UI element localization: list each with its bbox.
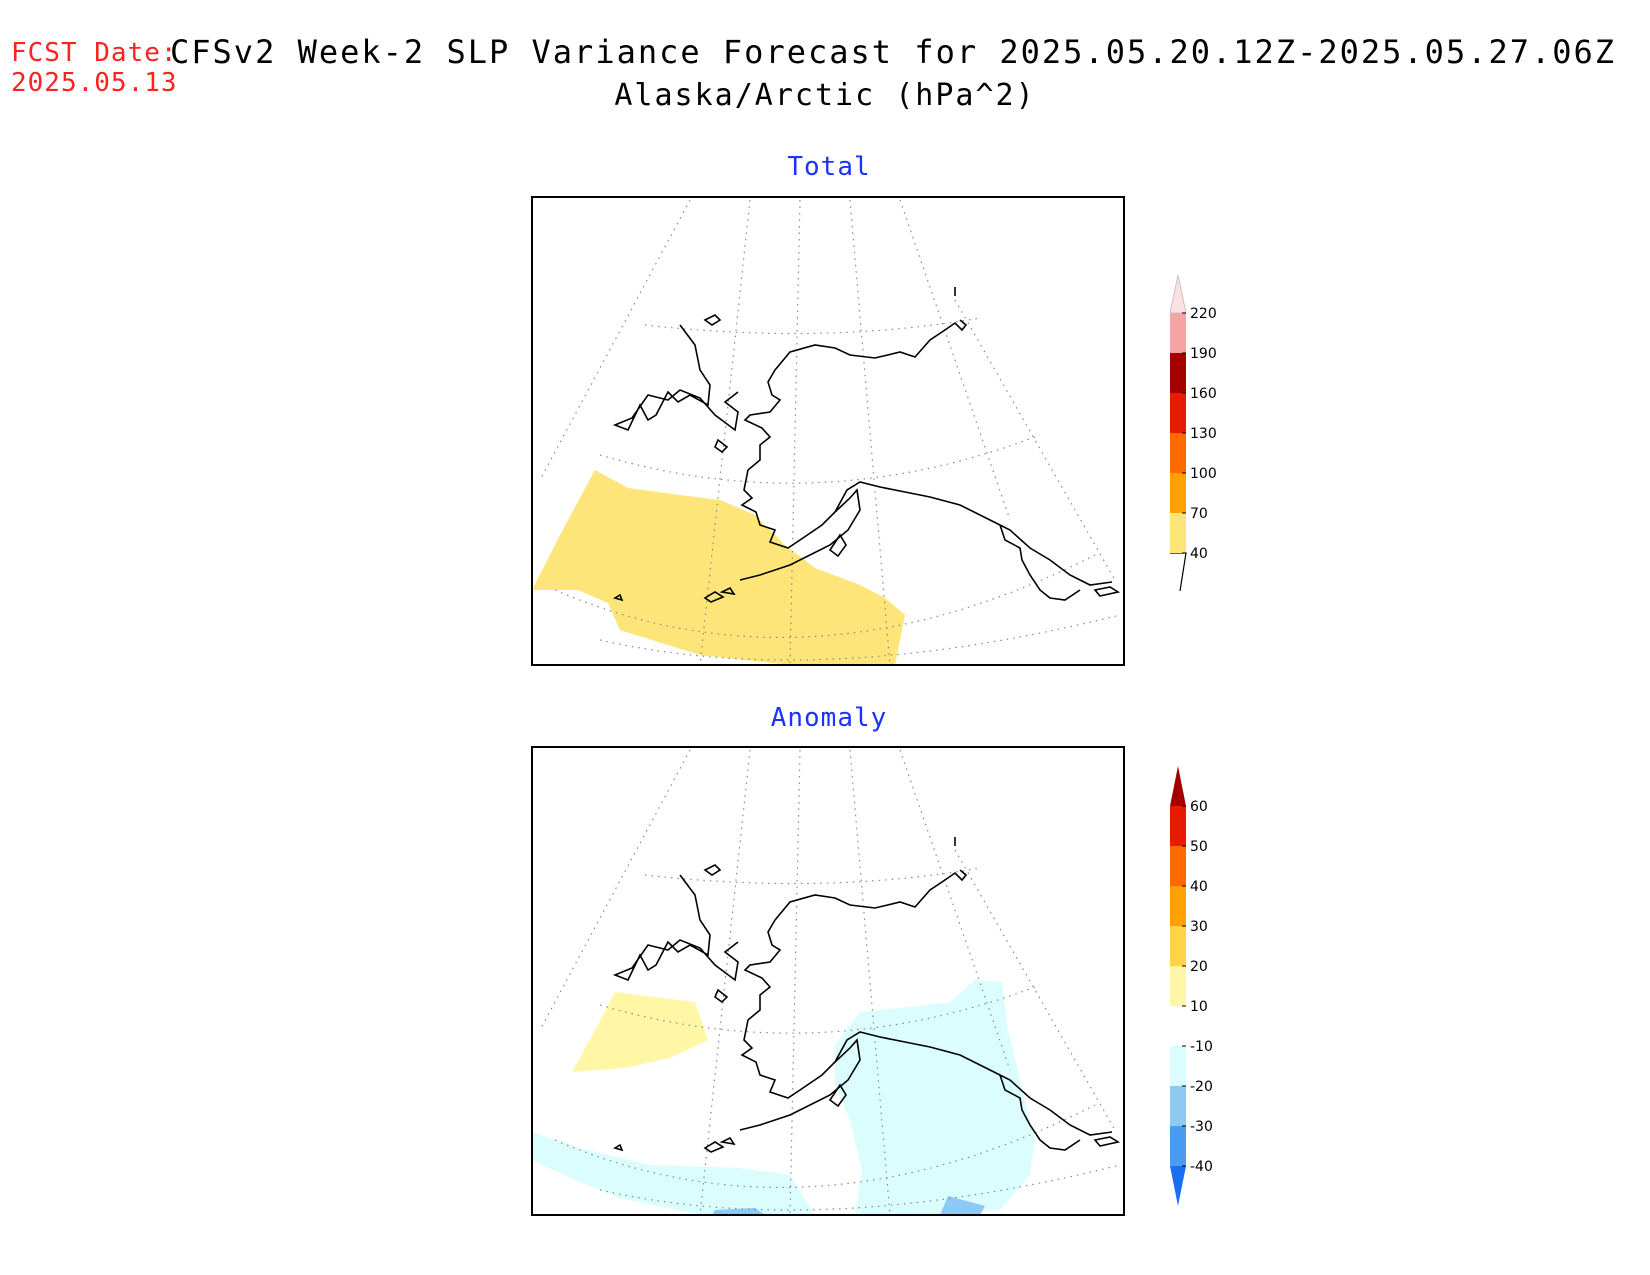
colorbar-end-low bbox=[1170, 1166, 1186, 1206]
colorbar-label: 20 bbox=[1190, 959, 1208, 975]
total-panel-title: Total bbox=[787, 152, 871, 182]
colorbar-swatch bbox=[1170, 433, 1186, 473]
colorbar-label: 10 bbox=[1190, 999, 1208, 1015]
colorbar-end-high bbox=[1169, 274, 1187, 314]
colorbar-swatch bbox=[1170, 353, 1186, 393]
total-map bbox=[531, 196, 1125, 666]
anomaly-shading-negative-10-20-south bbox=[532, 1132, 815, 1215]
anomaly-colorbar: -40 -30 -20 -10 10 20 30 40 50 60 bbox=[1170, 766, 1213, 1206]
anomaly-shading-positive-10-20 bbox=[572, 992, 708, 1072]
colorbar-label: 100 bbox=[1190, 466, 1217, 482]
colorbar-swatch bbox=[1170, 313, 1186, 353]
colorbar-swatch bbox=[1170, 1046, 1186, 1086]
colorbar-swatch bbox=[1170, 393, 1186, 433]
colorbar-label: -30 bbox=[1190, 1119, 1213, 1135]
colorbar-swatch bbox=[1170, 846, 1186, 886]
anomaly-shading-negative-10-20-east bbox=[835, 980, 1035, 1215]
colorbar-swatch bbox=[1170, 926, 1186, 966]
colorbar-end-low bbox=[1170, 552, 1187, 592]
colorbar-label: -40 bbox=[1190, 1159, 1213, 1175]
colorbar-swatch bbox=[1170, 886, 1186, 926]
colorbar-label: 190 bbox=[1190, 346, 1217, 362]
colorbar-swatch bbox=[1170, 806, 1186, 846]
anomaly-shading-negative-20-30-b bbox=[940, 1196, 985, 1215]
colorbar-swatch bbox=[1170, 1006, 1186, 1046]
fcst-label: FCST Date: bbox=[11, 38, 178, 68]
colorbar-label: -10 bbox=[1190, 1039, 1213, 1055]
colorbar-label: 30 bbox=[1190, 919, 1208, 935]
colorbar-swatch bbox=[1170, 473, 1186, 513]
subtitle: Alaska/Arctic (hPa^2) bbox=[614, 78, 1036, 113]
anomaly-panel-title: Anomaly bbox=[770, 703, 888, 733]
colorbar-label: 60 bbox=[1190, 799, 1208, 815]
anomaly-shading-negative-20-30-a bbox=[712, 1208, 765, 1215]
colorbar-label: 50 bbox=[1190, 839, 1208, 855]
fcst-date: 2025.05.13 bbox=[11, 68, 178, 98]
total-colorbar: 40 70 100 130 160 190 220 bbox=[1169, 274, 1217, 592]
colorbar-label: 220 bbox=[1190, 306, 1217, 322]
colorbar-swatch bbox=[1170, 966, 1186, 1006]
colorbar-swatch bbox=[1170, 513, 1186, 553]
colorbar-swatch bbox=[1170, 1086, 1186, 1126]
colorbar-label: -20 bbox=[1190, 1079, 1213, 1095]
anomaly-map bbox=[531, 746, 1125, 1216]
colorbar-label: 40 bbox=[1190, 879, 1208, 895]
total-variance-shading-40-70 bbox=[532, 470, 905, 665]
colorbar-label: 160 bbox=[1190, 386, 1217, 402]
colorbar-label: 70 bbox=[1190, 506, 1208, 522]
colorbar-swatch bbox=[1170, 1126, 1186, 1166]
main-title: CFSv2 Week-2 SLP Variance Forecast for 2… bbox=[170, 33, 1617, 71]
colorbar-end-high bbox=[1170, 766, 1186, 806]
colorbar-label: 40 bbox=[1190, 546, 1208, 562]
colorbar-label: 130 bbox=[1190, 426, 1217, 442]
forecast-date-label: FCST Date: 2025.05.13 bbox=[11, 38, 178, 98]
